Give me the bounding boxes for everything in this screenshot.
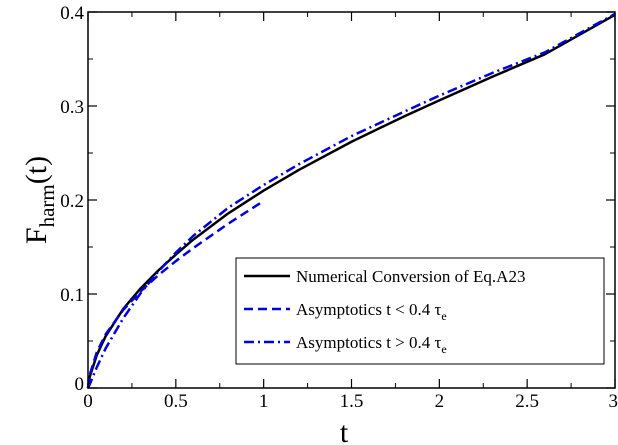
x-tick-label: 3 [609,391,618,412]
legend-label-numerical: Numerical Conversion of Eq.A23 [296,267,525,286]
series-numerical-line [86,13,616,389]
x-axis-label: t [340,416,349,445]
x-tick-label: 1.5 [340,391,364,412]
legend-label-asymptotics-small-t: Asymptotics t < 0.4 τe [296,300,447,323]
legend: Numerical Conversion of Eq.A23 Asymptoti… [235,257,605,365]
y-tick-label: 0 [75,374,85,395]
y-tick-label: 0.2 [60,191,84,212]
legend-label-asymptotics-large-t: Asymptotics t > 0.4 τe [296,333,447,356]
series-asymptotics-small-t-line [86,199,265,389]
y-axis-label: Fharm(t) [20,156,59,244]
y-axis-label-suffix: (t) [20,156,53,184]
y-tick-label: 0.4 [60,3,84,24]
y-axis-label-main: F [20,227,53,244]
x-tick-label: 1 [259,391,269,412]
series-asymptotics-large-t-line [86,12,616,389]
x-ticks: 0 0.5 1 1.5 2 2.5 3 [83,12,618,412]
y-ticks: 0 0.1 0.2 0.3 0.4 [60,3,615,395]
x-tick-label: 2 [435,391,445,412]
y-axis-label-sub: harm [35,184,59,227]
y-tick-label: 0.3 [60,97,84,118]
legend-box [235,257,605,365]
x-tick-label: 0.5 [164,391,188,412]
x-tick-label: 0 [83,391,93,412]
y-tick-label: 0.1 [60,285,84,306]
x-tick-label: 2.5 [515,391,539,412]
plot-lines [86,12,616,389]
